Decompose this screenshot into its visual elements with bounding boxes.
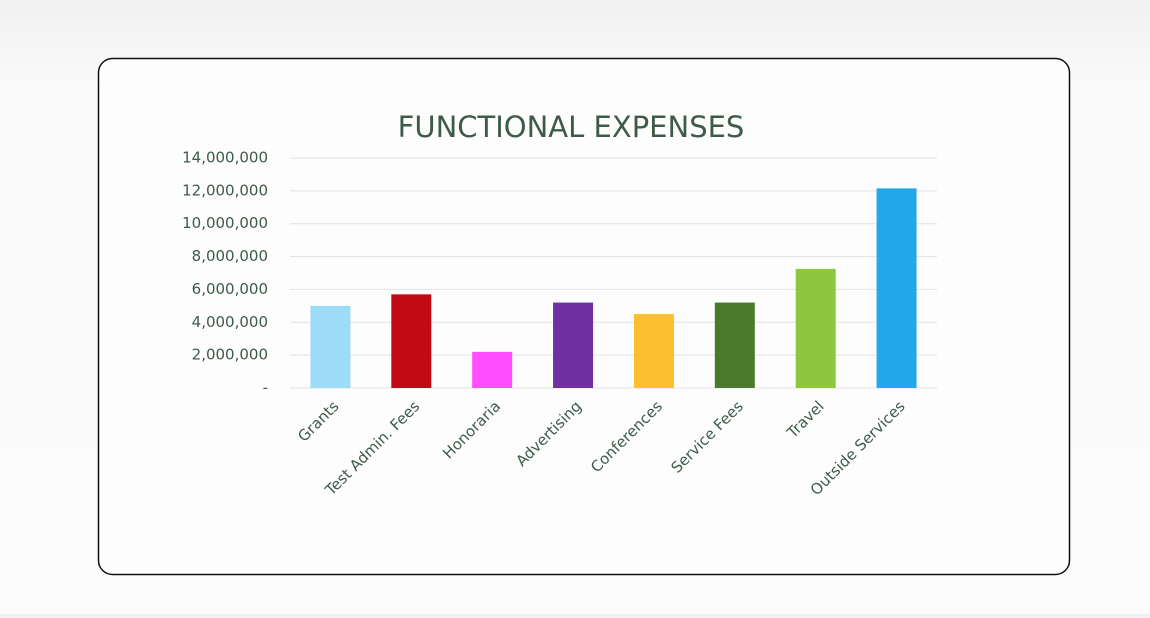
y-tick-label: 8,000,000 <box>192 247 268 265</box>
y-tick-label: 4,000,000 <box>192 313 268 331</box>
bar <box>633 314 674 388</box>
bar <box>714 302 755 388</box>
bar <box>553 302 594 388</box>
y-tick-label: 2,000,000 <box>192 346 268 364</box>
chart-title: FUNCTIONAL EXPENSES <box>398 110 745 144</box>
y-tick-label: - <box>263 379 268 397</box>
bar <box>391 294 432 388</box>
y-tick-label: 14,000,000 <box>182 149 268 167</box>
y-tick-label: 10,000,000 <box>182 214 268 232</box>
bar <box>876 188 917 388</box>
bar <box>795 268 836 388</box>
y-tick-label: 12,000,000 <box>182 181 268 199</box>
y-tick-label: 6,000,000 <box>192 280 268 298</box>
bar <box>310 305 351 388</box>
bar <box>472 351 513 388</box>
